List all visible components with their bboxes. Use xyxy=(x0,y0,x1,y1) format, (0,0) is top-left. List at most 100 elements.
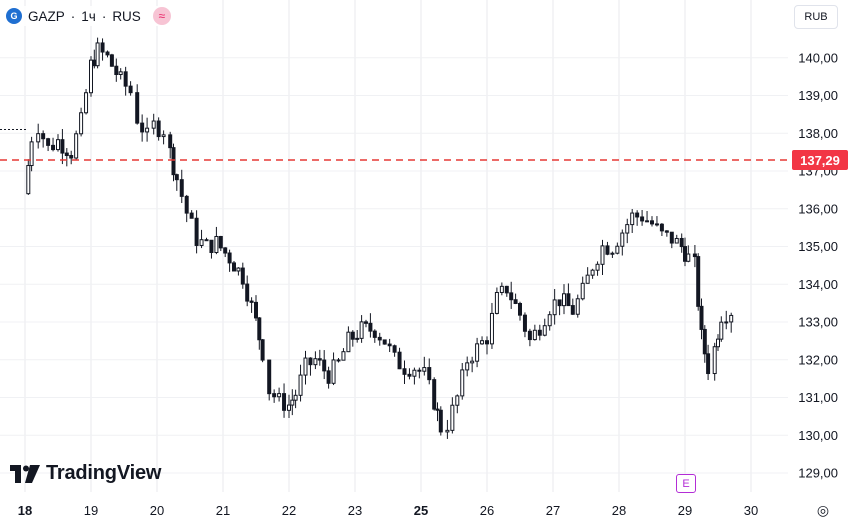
candle-body xyxy=(204,239,209,242)
candle-body xyxy=(249,300,254,303)
price-axis-label[interactable]: 133,00 xyxy=(798,315,838,330)
current-price-label[interactable]: 137,29 xyxy=(800,153,840,168)
current-price-badge[interactable] xyxy=(792,150,848,171)
price-axis-label[interactable]: 140,00 xyxy=(798,50,838,65)
candle-body xyxy=(716,338,720,348)
time-axis[interactable]: 18 19 20 21 22 23 25 26 27 28 29 30 xyxy=(18,503,758,518)
candle-body xyxy=(174,174,179,181)
price-axis-label[interactable]: 129,00 xyxy=(798,466,838,481)
time-axis-label[interactable]: 19 xyxy=(84,503,98,518)
candle-body xyxy=(41,133,46,140)
candle-body xyxy=(368,322,373,332)
candle-body xyxy=(630,212,635,226)
chart-settings-icon[interactable]: ◎ xyxy=(816,501,830,518)
time-axis-label[interactable]: 27 xyxy=(546,503,560,518)
time-axis-label[interactable]: 30 xyxy=(744,503,758,518)
compare-icon[interactable]: ≈ xyxy=(152,7,171,25)
gazprom-logo-icon: G xyxy=(6,8,22,24)
time-axis-label[interactable]: 28 xyxy=(612,503,626,518)
candle-body xyxy=(470,360,475,364)
price-axis-label[interactable]: 138,00 xyxy=(798,126,838,141)
candle-body xyxy=(161,134,166,138)
price-axis-label[interactable]: 132,00 xyxy=(798,352,838,367)
price-axis-label[interactable]: 134,00 xyxy=(798,277,838,292)
candle-body xyxy=(427,367,432,381)
candle-body xyxy=(105,51,110,56)
candle-body xyxy=(719,321,724,340)
candle-body xyxy=(518,302,522,316)
candle-body xyxy=(223,247,228,254)
candle-body xyxy=(277,393,282,398)
candle-body xyxy=(513,299,518,304)
candle-body xyxy=(326,370,331,384)
candle-body xyxy=(387,343,392,347)
candle-body xyxy=(227,252,232,264)
candle-body xyxy=(194,217,199,246)
candle-body xyxy=(214,235,219,254)
candle-body xyxy=(557,299,562,307)
time-axis-label[interactable]: 21 xyxy=(216,503,230,518)
candle-body xyxy=(435,408,440,411)
candle-body xyxy=(712,346,717,375)
candle-body xyxy=(692,253,697,258)
candle-body xyxy=(595,263,600,271)
candle-body xyxy=(590,269,595,276)
candle-body xyxy=(308,357,313,366)
interval-label[interactable]: 1ч xyxy=(81,8,96,24)
candle-body xyxy=(450,404,455,431)
time-axis-label[interactable]: 26 xyxy=(480,503,494,518)
time-axis-label[interactable]: 20 xyxy=(150,503,164,518)
candle-body xyxy=(674,237,679,244)
candle-body xyxy=(699,305,704,330)
candle-body xyxy=(92,59,97,67)
candle-body xyxy=(397,351,402,370)
candle-body xyxy=(322,359,327,372)
earnings-event-icon[interactable]: E xyxy=(676,474,696,493)
candle-body xyxy=(640,216,645,222)
candle-body xyxy=(679,237,684,248)
price-axis-label[interactable]: 131,00 xyxy=(798,390,838,405)
currency-button[interactable]: RUB xyxy=(794,5,838,29)
candles xyxy=(26,37,734,439)
candle-body xyxy=(114,65,119,76)
candle-body xyxy=(260,339,265,361)
candle-body xyxy=(290,399,295,406)
candle-body xyxy=(89,59,93,94)
time-axis-label[interactable]: 29 xyxy=(678,503,692,518)
candle-body xyxy=(542,325,547,336)
candle-body xyxy=(377,336,382,341)
time-axis-label[interactable]: 23 xyxy=(348,503,362,518)
price-axis[interactable]: 140,00139,00138,00137,00136,00135,00134,… xyxy=(792,50,848,481)
price-axis-label[interactable]: 139,00 xyxy=(798,88,838,103)
price-axis-label[interactable]: 136,00 xyxy=(798,201,838,216)
candle-body xyxy=(645,220,650,223)
tradingview-logo[interactable]: TradingView xyxy=(10,462,161,485)
candle-body xyxy=(56,139,60,151)
candle-body xyxy=(669,231,674,244)
candle-body xyxy=(135,92,140,124)
candle-body xyxy=(600,245,605,265)
price-axis-label[interactable]: 135,00 xyxy=(798,239,838,254)
time-axis-label[interactable]: 22 xyxy=(282,503,296,518)
candle-body xyxy=(199,239,204,246)
time-axis-label[interactable]: 18 xyxy=(18,503,32,518)
candle-body xyxy=(272,393,277,398)
candle-body xyxy=(392,345,397,353)
candle-body xyxy=(171,147,176,176)
candle-body xyxy=(51,144,56,151)
candle-body xyxy=(494,291,499,314)
candle-body xyxy=(74,133,79,159)
candle-body xyxy=(537,329,542,336)
time-axis-label[interactable]: 25 xyxy=(414,503,428,518)
price-axis-label[interactable]: 130,00 xyxy=(798,428,838,443)
candle-body xyxy=(465,362,470,371)
symbol-name[interactable]: GAZP xyxy=(28,8,65,24)
candle-body xyxy=(298,374,303,396)
candle-body xyxy=(179,179,184,197)
candle-body xyxy=(331,359,336,384)
candle-body xyxy=(46,138,51,146)
candle-body xyxy=(489,312,494,345)
candle-body xyxy=(245,283,250,302)
symbol-header[interactable]: G GAZP · 1ч · RUS ≈ xyxy=(6,6,171,26)
